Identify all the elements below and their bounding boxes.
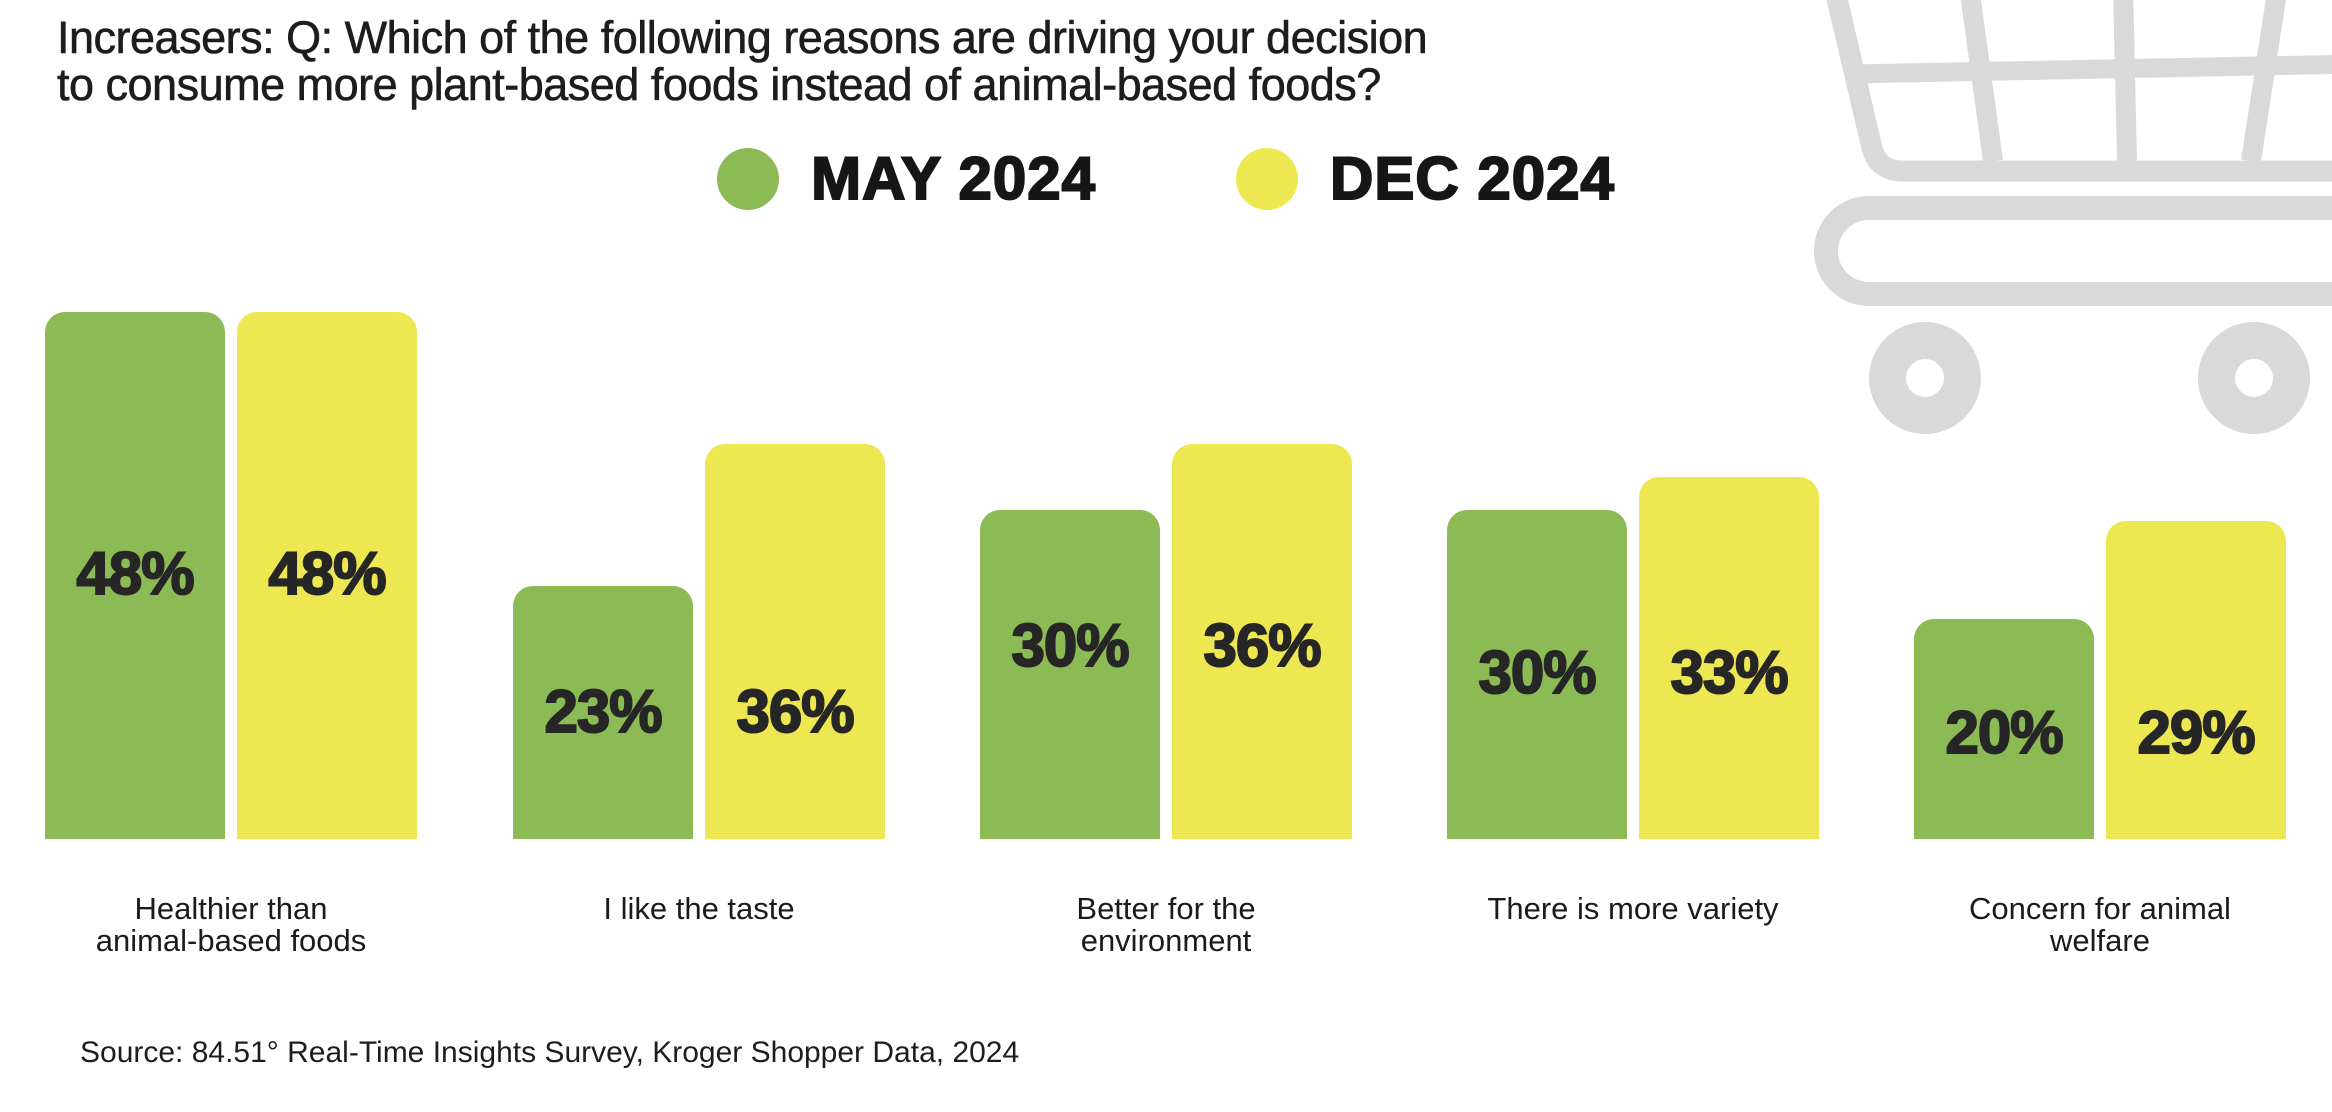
legend-item-dec-2024: DEC 2024: [1236, 144, 1615, 213]
legend-label-dec-2024: DEC 2024: [1329, 144, 1615, 213]
legend-swatch-may-2024-icon: [717, 147, 780, 210]
bar-may-2024-i-like-the-taste: [513, 586, 693, 839]
bar-may-2024-there-is-more-variety: [1447, 510, 1627, 839]
value-label-dec-2024-concern-for-animal: 29%: [2136, 699, 2256, 766]
legend-item-may-2024: MAY 2024: [717, 144, 1096, 213]
source-note: Source: 84.51° Real-Time Insights Survey…: [80, 1036, 1020, 1069]
value-label-may-2024-better-for-the: 30%: [1010, 612, 1130, 679]
bar-may-2024-better-for-the: [980, 510, 1160, 839]
bar-may-2024-healthier-than: [45, 312, 225, 839]
bar-dec-2024-concern-for-animal: [2106, 521, 2286, 839]
value-label-dec-2024-better-for-the: 36%: [1202, 612, 1322, 679]
category-label-better-for-the: Better for the environment: [1076, 891, 1256, 958]
category-label-healthier-than: Healthier than animal-based foods: [95, 891, 367, 958]
legend-swatch-dec-2024-icon: [1236, 147, 1299, 210]
bar-dec-2024-there-is-more-variety: [1639, 477, 1819, 839]
value-label-may-2024-i-like-the-taste: 23%: [543, 678, 663, 745]
category-label-i-like-the-taste: I like the taste: [603, 891, 795, 926]
bar-dec-2024-healthier-than: [237, 312, 417, 839]
shopping-cart-icon: [1814, 0, 2332, 434]
value-label-dec-2024-i-like-the-taste: 36%: [735, 678, 855, 745]
legend: MAY 2024 DEC 2024: [0, 144, 2332, 213]
chart-title-line-2: to consume more plant-based foods instea…: [57, 59, 1382, 110]
legend-label-may-2024: MAY 2024: [810, 144, 1097, 213]
value-label-may-2024-healthier-than: 48%: [75, 540, 195, 607]
bar-dec-2024-better-for-the: [1172, 444, 1352, 839]
value-label-dec-2024-healthier-than: 48%: [267, 540, 387, 607]
value-label-dec-2024-there-is-more-variety: 33%: [1669, 639, 1789, 706]
category-label-concern-for-animal: Concern for animal welfare: [1969, 891, 2231, 958]
category-label-there-is-more-variety: There is more variety: [1487, 891, 1779, 926]
chart-title-line-1: Increasers: Q: Which of the following re…: [57, 12, 1428, 63]
value-label-may-2024-concern-for-animal: 20%: [1944, 699, 2064, 766]
value-label-may-2024-there-is-more-variety: 30%: [1477, 639, 1597, 706]
bar-may-2024-concern-for-animal: [1914, 619, 2094, 839]
chart-title: Increasers: Q: Which of the following re…: [57, 12, 1428, 110]
bar-dec-2024-i-like-the-taste: [705, 444, 885, 839]
